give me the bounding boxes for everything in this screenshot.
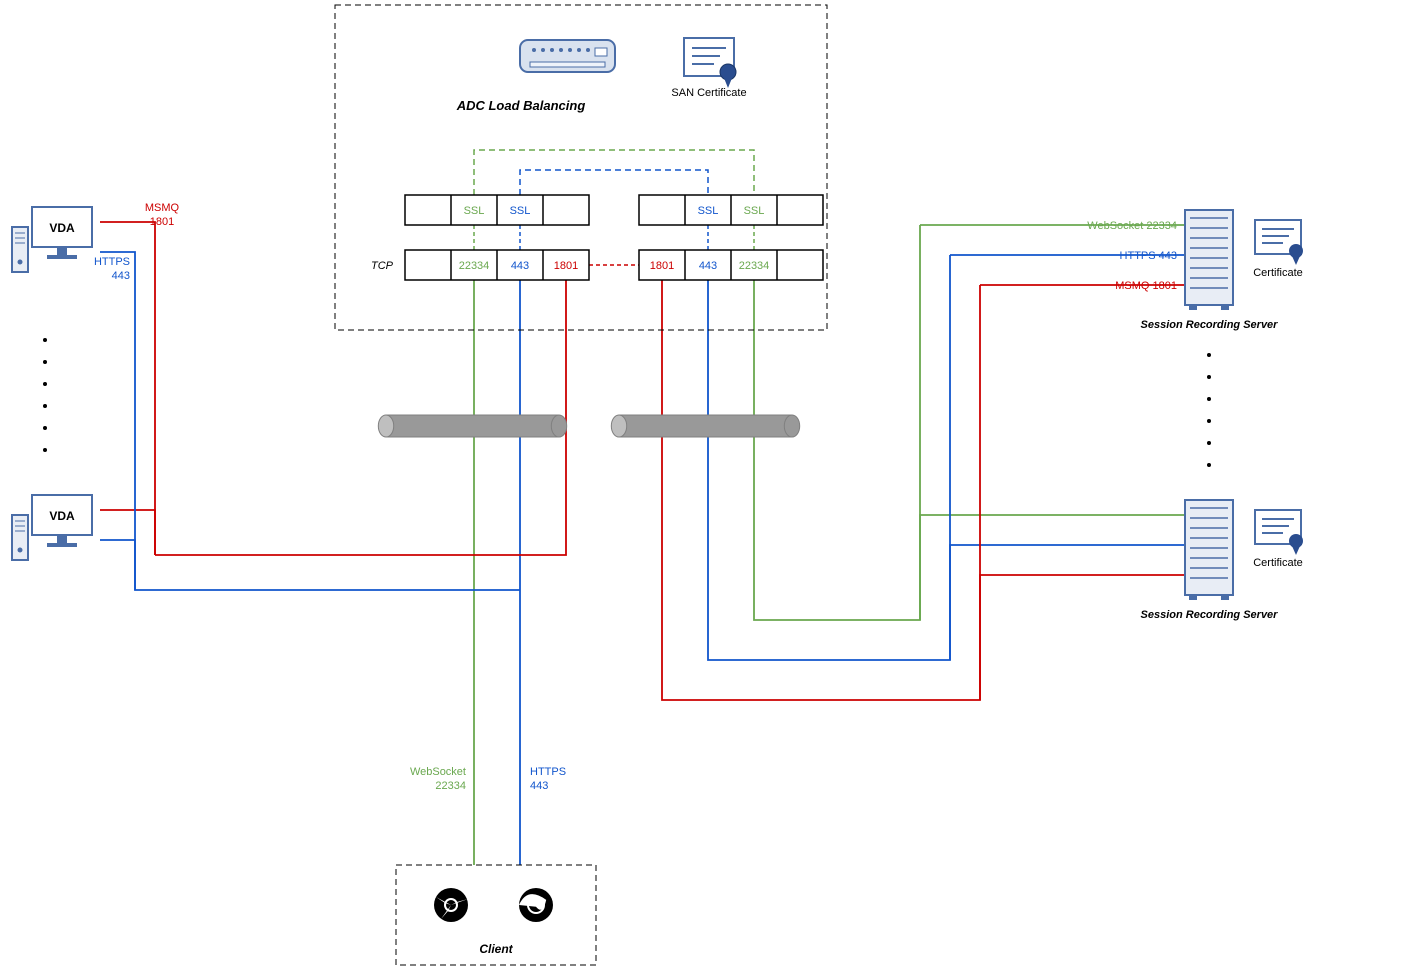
srv-ws-label: WebSocket 22334 [1087,220,1177,232]
cert-label: Certificate [1253,267,1303,279]
svg-text:22334: 22334 [435,780,466,792]
svg-text:443: 443 [511,260,529,272]
pipe [386,415,559,437]
svg-text:SSL: SSL [744,205,765,217]
svg-text:SSL: SSL [464,205,485,217]
svg-text:22334: 22334 [739,260,770,272]
vda-https-label: HTTPS [94,256,130,268]
server-label-top: Session Recording Server [1141,319,1279,331]
svg-text:SSL: SSL [510,205,531,217]
svg-text:1801: 1801 [150,216,174,228]
adc-ssl-green-link [474,150,754,195]
svg-text:1801: 1801 [554,260,578,272]
vda-label: VDA [49,509,75,523]
svg-text:443: 443 [699,260,717,272]
srv-msmq-label: MSMQ 1801 [1115,280,1177,292]
svg-text:1801: 1801 [650,260,674,272]
server-label-bottom: Session Recording Server [1141,609,1279,621]
adc-ssl-blue-link [520,170,708,195]
adc-title: ADC Load Balancing [456,98,586,113]
cert-label: Certificate [1253,557,1303,569]
svg-text:22334: 22334 [459,260,490,272]
svg-text:SSL: SSL [698,205,719,217]
svg-text:443: 443 [112,270,130,282]
pipe [619,415,792,437]
vda-msmq-label: MSMQ [145,202,180,214]
svg-text:443: 443 [530,780,548,792]
tcp-label: TCP [371,260,394,272]
san-cert-label: SAN Certificate [671,87,746,99]
client-label: Client [479,942,513,956]
srv-https-label: HTTPS 443 [1120,250,1177,262]
client-https-label: HTTPS [530,766,566,778]
client-ws-label: WebSocket [410,766,466,778]
vda-label: VDA [49,221,75,235]
